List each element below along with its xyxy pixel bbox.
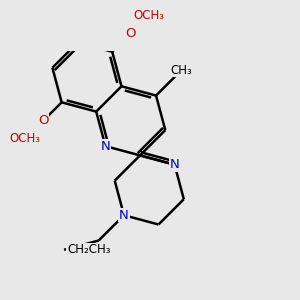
Text: CH₃: CH₃ (170, 64, 192, 77)
Text: CH₂CH₃: CH₂CH₃ (67, 243, 110, 256)
Text: OCH₃: OCH₃ (133, 9, 164, 22)
Text: N: N (119, 209, 129, 222)
Text: OCH₃: OCH₃ (10, 132, 41, 145)
Text: N: N (100, 140, 110, 153)
Text: O: O (38, 114, 49, 127)
Text: O: O (125, 27, 136, 40)
Text: N: N (170, 158, 179, 171)
